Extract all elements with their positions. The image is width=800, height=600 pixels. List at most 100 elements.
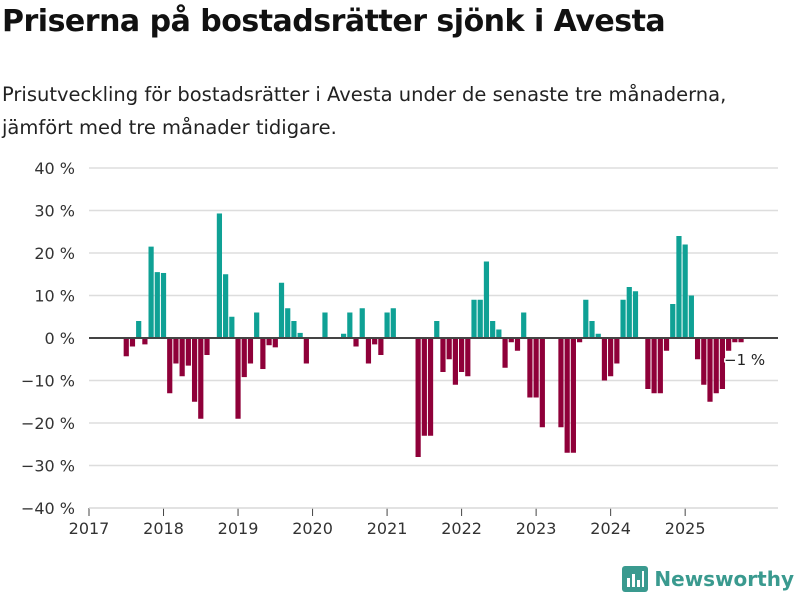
bar-negative <box>440 338 446 372</box>
bar-negative <box>123 338 129 357</box>
bar-positive <box>477 299 483 338</box>
bar-negative <box>707 338 713 402</box>
bar-positive <box>682 244 688 338</box>
bar-negative <box>514 338 521 351</box>
bar-negative <box>365 338 372 364</box>
bar-negative <box>558 338 564 428</box>
bar-positive <box>583 299 589 338</box>
bar-negative <box>564 338 570 453</box>
bar-negative <box>353 338 359 347</box>
bar-negative <box>719 338 726 389</box>
x-tick-label: 2025 <box>665 519 706 538</box>
bar-negative <box>372 338 378 345</box>
bar-positive <box>254 312 260 338</box>
y-tick-label: 20 % <box>34 244 75 263</box>
bar-positive <box>223 274 229 338</box>
bar-negative <box>378 338 384 355</box>
bar-negative <box>502 338 508 368</box>
bar-positive <box>390 308 396 338</box>
x-tick-label: 2017 <box>69 519 110 538</box>
bar-negative <box>465 338 471 377</box>
x-tick-label: 2019 <box>218 519 259 538</box>
y-tick-label: 0 % <box>45 329 75 348</box>
bar-negative <box>614 338 620 364</box>
bar-negative <box>427 338 434 436</box>
y-tick-label: −10 % <box>21 372 75 391</box>
bar-negative <box>421 338 427 436</box>
x-tick-label: 2024 <box>590 519 631 538</box>
bar-positive <box>626 287 632 338</box>
bar-positive <box>278 282 285 338</box>
bar-positive <box>347 312 353 338</box>
bar-positive <box>359 308 365 338</box>
y-tick-label: 30 % <box>34 202 75 221</box>
bar-negative <box>657 338 663 394</box>
bar-positive <box>483 261 490 338</box>
bar-positive <box>148 246 154 338</box>
chart-title: Priserna på bostadsrätter sjönk i Avesta <box>2 4 666 39</box>
newsworthy-logo-text: Newsworthy <box>654 567 794 591</box>
bar-negative <box>129 338 136 347</box>
bar-negative <box>459 338 465 372</box>
y-tick-label: 40 % <box>34 159 75 178</box>
y-tick-label: −20 % <box>21 414 75 433</box>
y-tick-label: −40 % <box>21 499 75 518</box>
bar-negative <box>701 338 707 385</box>
bar-positive <box>384 312 390 338</box>
bar-negative <box>204 338 210 355</box>
bar-negative <box>651 338 657 394</box>
bar-negative <box>415 338 421 457</box>
bar-positive <box>670 304 676 338</box>
bar-positive <box>620 299 626 338</box>
x-tick-label: 2020 <box>292 519 333 538</box>
bar-negative <box>241 338 247 378</box>
bar-positive <box>216 213 223 338</box>
bar-negative <box>539 338 545 428</box>
bar-negative <box>570 338 576 453</box>
bar-negative <box>608 338 614 377</box>
bar-positive <box>322 312 328 338</box>
x-tick-label: 2021 <box>367 519 408 538</box>
y-tick-label: −30 % <box>21 457 75 476</box>
bar-positive <box>285 308 291 338</box>
bar-negative <box>601 338 608 381</box>
bar-negative <box>576 338 583 343</box>
bar-negative <box>173 338 179 364</box>
bar-negative <box>185 338 191 366</box>
bar-positive <box>136 321 142 338</box>
bar-positive <box>291 321 297 338</box>
bar-negative <box>198 338 204 419</box>
y-tick-label: 10 % <box>34 287 75 306</box>
chart-subtitle: Prisutveckling för bostadsrätter i Avest… <box>2 83 727 139</box>
newsworthy-logo-icon <box>622 566 649 592</box>
bar-negative <box>272 338 278 348</box>
bar-negative <box>446 338 452 360</box>
x-tick-label: 2018 <box>143 519 184 538</box>
bar-positive <box>434 321 440 338</box>
bar-negative <box>738 338 744 343</box>
bar-positive <box>490 321 496 338</box>
bar-positive <box>229 316 235 338</box>
bar-negative <box>266 338 272 346</box>
bar-negative <box>533 338 539 398</box>
bar-positive <box>589 321 595 338</box>
bar-positive <box>160 272 167 338</box>
bar-negative <box>191 338 198 402</box>
bar-positive <box>676 236 682 338</box>
bar-positive <box>297 332 303 338</box>
bar-negative <box>726 338 732 351</box>
last-value-label: −1 % <box>724 351 765 369</box>
newsworthy-logo: Newsworthy <box>622 566 794 592</box>
x-tick-label: 2022 <box>441 519 482 538</box>
bar-negative <box>167 338 173 394</box>
bar-negative <box>713 338 719 394</box>
bar-negative <box>179 338 185 377</box>
bar-negative <box>142 338 148 345</box>
bar-negative <box>694 338 701 360</box>
bar-positive <box>341 333 347 338</box>
bar-positive <box>471 299 477 338</box>
bar-negative <box>247 338 254 364</box>
bar-negative <box>732 338 738 343</box>
bar-positive <box>688 295 694 338</box>
